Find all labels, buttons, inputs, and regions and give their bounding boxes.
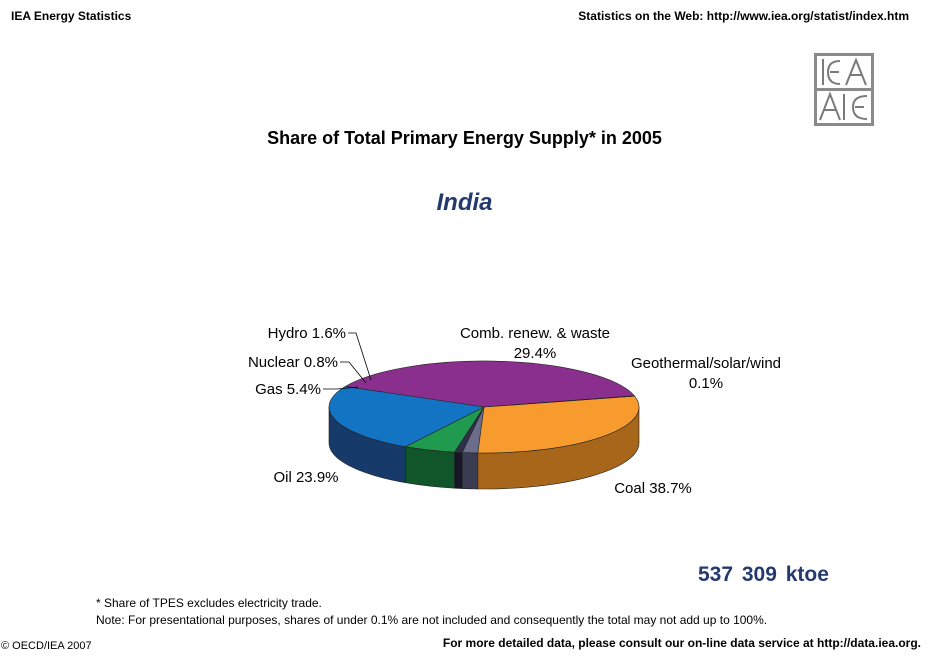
pie-side-gas: [405, 446, 455, 489]
label-nuclear: Nuclear 0.8%: [248, 354, 338, 371]
label-oil: Oil 23.9%: [273, 469, 338, 486]
pie-slice-comb-renew-waste: [477, 395, 640, 454]
chart-title: Share of Total Primary Energy Supply* in…: [267, 128, 662, 148]
iea-logo: [814, 53, 874, 126]
pie-side-hydro: [462, 452, 479, 490]
footer-copyright: © OECD/IEA 2007: [1, 640, 92, 652]
footnote-tpes: * Share of TPES excludes electricity tra…: [96, 596, 322, 610]
header-right-link[interactable]: Statistics on the Web: http://www.iea.or…: [578, 9, 909, 23]
pie-slice-coal: [344, 360, 635, 408]
label-coal: Coal 38.7%: [614, 480, 692, 497]
header-left: IEA Energy Statistics: [11, 9, 132, 23]
pie-slice-geothermal-solar-wind: [483, 395, 636, 408]
label-gas: Gas 5.4%: [255, 381, 321, 398]
label-geothermal-value: 0.1%: [689, 375, 723, 392]
leader-line-nuclear: [340, 361, 367, 384]
pie-slice-oil: [328, 386, 485, 447]
label-combustible-renewables: Comb. renew. & waste: [460, 325, 610, 342]
footnote-presentation: Note: For presentational purposes, share…: [96, 613, 768, 627]
total-supply: 537 309 ktoe: [698, 563, 829, 586]
pie-side-nuclear: [454, 451, 463, 489]
label-geothermal: Geothermal/solar/wind: [631, 355, 781, 372]
chart-subtitle: India: [436, 189, 493, 216]
footer-data-link[interactable]: For more detailed data, please consult o…: [442, 636, 921, 650]
label-combustible-renewables-value: 29.4%: [514, 345, 557, 362]
leader-line-hydro: [348, 332, 372, 381]
leader-line-gas: [323, 386, 359, 390]
label-hydro: Hydro 1.6%: [268, 325, 346, 342]
